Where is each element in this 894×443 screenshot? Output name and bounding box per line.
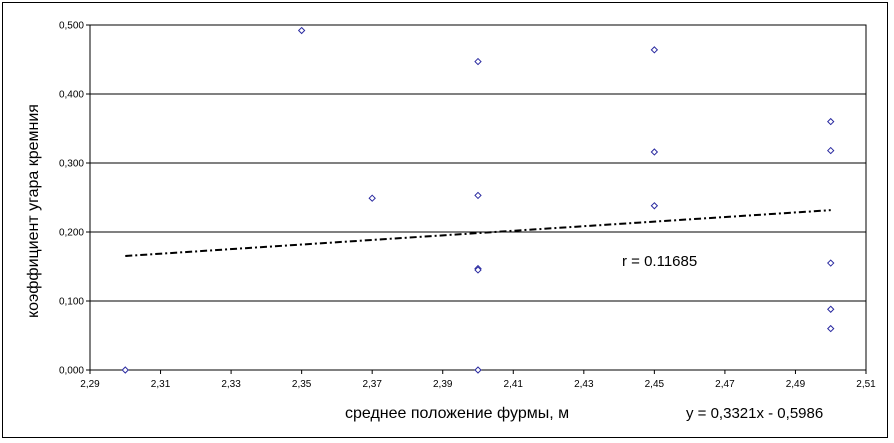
y-tick-label: 0,400 bbox=[59, 90, 84, 101]
data-point bbox=[827, 324, 835, 333]
x-axis: 2,29 2,31 2,33 2,35 2,37 2,39 2,41 2,43 2,45 2,47… bbox=[80, 370, 876, 390]
correlation-annotation: r = 0.11685 bbox=[622, 253, 697, 270]
chart-frame bbox=[2, 2, 888, 438]
y-tick-label: 0,000 bbox=[59, 366, 84, 377]
x-axis-label: среднее положение фурмы, м bbox=[345, 405, 569, 422]
x-tick-label: 2,47 bbox=[715, 379, 735, 390]
x-tick-label: 2,49 bbox=[786, 379, 806, 390]
data-point bbox=[121, 366, 129, 374]
data-point bbox=[650, 46, 659, 54]
y-axis: 0,000 0,100 0,200 0,300 0,400 0,500 bbox=[59, 21, 90, 377]
x-tick-label: 2,41 bbox=[504, 379, 524, 390]
y-axis-label: коэффициент угара кремния bbox=[25, 104, 42, 318]
data-point bbox=[827, 305, 835, 313]
data-points bbox=[121, 26, 835, 374]
x-tick-label: 2,33 bbox=[221, 379, 241, 390]
y-tick-label: 0,300 bbox=[59, 159, 84, 170]
y-tick-label: 0,500 bbox=[59, 21, 84, 32]
data-point bbox=[474, 57, 482, 66]
data-point bbox=[827, 117, 835, 126]
x-tick-label: 2,29 bbox=[80, 379, 100, 390]
data-point bbox=[474, 191, 482, 200]
data-point bbox=[474, 266, 482, 274]
data-point bbox=[297, 26, 306, 35]
y-tick-label: 0,100 bbox=[59, 297, 84, 308]
x-tick-label: 2,45 bbox=[645, 379, 665, 390]
x-tick-label: 2,39 bbox=[433, 379, 453, 390]
data-point bbox=[827, 146, 835, 155]
x-tick-label: 2,43 bbox=[574, 379, 594, 390]
data-point bbox=[474, 366, 482, 374]
trendline bbox=[125, 209, 831, 257]
data-point bbox=[650, 148, 659, 156]
x-tick-label: 2,51 bbox=[856, 379, 876, 390]
trendline-equation: y = 0,3321x - 0,5986 bbox=[686, 405, 823, 422]
x-tick-label: 2,35 bbox=[292, 379, 312, 390]
data-point bbox=[650, 202, 659, 210]
y-tick-label: 0,200 bbox=[59, 228, 84, 239]
x-tick-label: 2,31 bbox=[151, 379, 171, 390]
data-point bbox=[368, 194, 376, 202]
data-point bbox=[827, 259, 835, 267]
x-tick-label: 2,37 bbox=[362, 379, 382, 390]
